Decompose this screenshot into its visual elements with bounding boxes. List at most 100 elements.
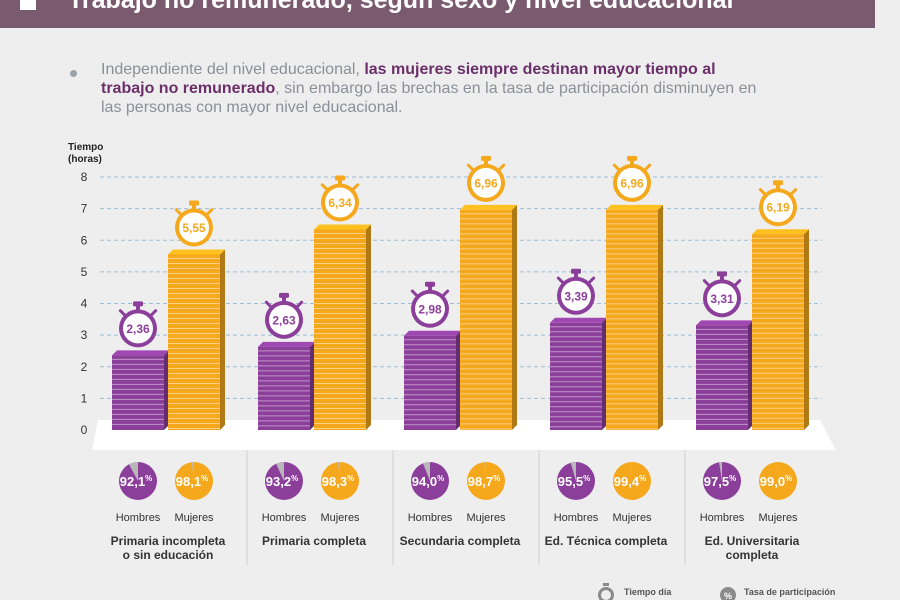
mujeres-1-value-label: 5,55 [182,221,206,235]
hombres-2-rate-remainder [276,462,284,481]
mujeres-1-rate-remainder [191,462,194,481]
hombres-5-rate-label: 97,5% [704,474,736,489]
mujeres-2-bar: 6,34 [314,175,371,430]
mujeres-4-rate-pie: 99,4% [613,461,651,500]
hombres-4-bar-front [550,322,602,430]
hombres-1-rate-label: 92,1% [120,474,152,489]
group-label-line: Ed. Técnica completa [545,534,668,548]
hombres-5-bar: 3,31 [696,271,753,430]
group-label-3: Secundaria completa [400,534,521,548]
hombres-5-bar-side [748,320,753,430]
y-tick-label: 2 [81,360,88,374]
hombres-4-bar-side [602,317,607,430]
hombres-3-rate-percent-sign: % [437,474,444,483]
group-label-line: Primaria completa [262,534,366,548]
mujeres-3-value-label: 6,96 [474,176,498,190]
mujeres-5-rate-pie: 99,0% [759,462,797,500]
mujeres-2-stopwatch-crown [335,175,345,181]
mujeres-3-bar: 6,96 [460,155,517,430]
hombres-5-value-label: 3,31 [710,292,734,306]
hombres-2-rate-percent-sign: % [291,474,298,483]
mujeres-2-value-label: 6,34 [328,196,352,210]
group-label-line: completa [726,548,779,562]
y-tick-label: 7 [81,202,88,216]
hombres-3-bar-front [404,335,456,430]
y-axis-title: Tiempo (horas) [68,142,104,165]
mujeres-5-rate-percent-sign: % [785,474,792,483]
hombres-1-rate-pie: 92,1% [119,462,157,500]
mujeres-1-bar-side [220,249,225,430]
mujeres-5-value-label: 6,19 [766,201,790,215]
mujeres-3-rate-percent-sign: % [493,474,500,483]
header-square-icon [20,0,36,10]
legend-time-label: Tiempo día [624,587,672,597]
hombres-3-rate-pie: 94,0% [411,461,449,500]
series-label-mujeres: Mujeres [612,512,652,524]
mujeres-2-rate-percent-sign: % [347,474,354,483]
hombres-1-value-label: 2,36 [126,322,150,336]
mujeres-2-bar-front [314,229,366,430]
series-label-hombres: Hombres [700,512,745,524]
hombres-1-bar: 2,36 [112,301,169,430]
series-label-mujeres: Mujeres [758,512,798,524]
hombres-2-value-label: 2,63 [272,313,296,327]
mujeres-5-bar: 6,19 [752,180,809,430]
mujeres-3-rate-pie: 98,7% [467,461,505,500]
hombres-4-rate-pie: 95,5% [557,462,595,500]
y-tick-label: 4 [81,297,88,311]
hombres-2-bar-side [310,341,315,430]
hombres-5-rate-percent-sign: % [729,474,736,483]
hombres-3-bar-side [456,330,461,430]
mujeres-5-rate-remainder [776,462,778,481]
mujeres-1-rate-label: 98,1% [176,474,208,489]
mujeres-5-rate-label: 99,0% [760,474,792,489]
series-label-hombres: Hombres [116,512,161,524]
mujeres-4-stopwatch-crown [627,155,637,161]
hombres-2-rate-pie: 93,2% [265,462,303,500]
mujeres-1-bar: 5,55 [168,200,225,430]
hombres-3-value-label: 2,98 [418,302,442,316]
hombres-3-bar-top [404,330,461,336]
mujeres-2-rate-label: 98,3% [322,474,354,489]
hombres-1-rate-remainder [128,462,138,481]
group-label-1: Primaria incompleta o sin educación [111,534,226,562]
series-label-mujeres: Mujeres [320,512,360,524]
hombres-4-rate-percent-sign: % [583,474,590,483]
mujeres-2-bar-top [314,224,371,230]
mujeres-3-bar-front [460,209,512,430]
hombres-2-bar-front [258,346,310,430]
mujeres-3-rate-label: 98,7% [468,474,500,489]
hombres-2-rate-label: 93,2% [266,474,298,489]
hombres-4-stopwatch-crown [571,268,581,274]
y-tick-label: 5 [81,265,88,279]
hombres-2-bar: 2,63 [258,292,315,430]
hombres-1-bar-front [112,355,164,430]
group-label-line: Primaria incompleta [111,534,226,548]
hombres-1-bar-side [164,350,169,430]
hombres-5-stopwatch-crown [717,271,727,277]
series-label-hombres: Hombres [554,512,599,524]
hombres-3-stopwatch-crown [425,281,435,287]
hombres-2-stopwatch-crown [279,292,289,298]
series-label-hombres: Hombres [262,512,307,524]
mujeres-4-value-label: 6,96 [620,176,644,190]
mujeres-5-stopwatch-crown [773,180,783,186]
mujeres-3-stopwatch-crown [481,155,491,161]
hombres-1-bar-top [112,350,169,356]
series-label-mujeres: Mujeres [466,512,506,524]
hombres-5-bar-top [696,320,753,326]
group-label-line: Ed. Universitaria [705,534,800,548]
legend-percent-glyph: % [724,591,732,600]
mujeres-4-bar-front [606,209,658,430]
hombres-3-rate-label: 94,0% [412,474,444,489]
y-tick-label: 6 [81,233,88,247]
hombres-5-bar-front [696,325,748,430]
mujeres-5-bar-top [752,229,809,235]
mujeres-5-bar-side [804,229,809,430]
bullet-icon [70,70,77,77]
mujeres-2-rate-remainder [337,462,340,481]
group-label-5: Ed. Universitaria completa [705,534,800,562]
group-label-4: Ed. Técnica completa [545,534,668,548]
group-label-line: Secundaria completa [400,534,521,548]
hombres-2-bar-top [258,341,315,347]
